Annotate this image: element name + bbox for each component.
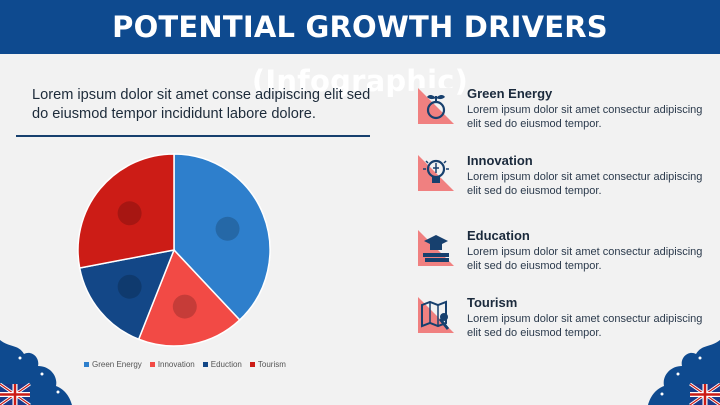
pie-slice-tourism	[77, 153, 175, 269]
flag-icon	[689, 382, 720, 405]
map-pin-icon	[117, 201, 142, 226]
legend-swatch	[149, 361, 155, 367]
chart-legend: Green Energy Innovation Eduction Tourism	[84, 357, 286, 371]
lightbulb-icon	[418, 155, 454, 191]
legend-swatch	[84, 361, 89, 367]
divider	[16, 135, 370, 137]
page-title: POTENTIAL GROWTH DRIVERS (Infographic)	[112, 10, 608, 98]
driver-title: Innovation	[467, 153, 533, 168]
legend-swatch	[249, 361, 255, 367]
driver-text: Lorem ipsum dolor sit amet consectur adi…	[467, 313, 703, 339]
graduation-cap-books-icon	[117, 274, 142, 299]
legend-swatch	[202, 361, 208, 367]
graduation-cap-books-icon	[418, 230, 454, 266]
legend-item-tourism: Tourism	[249, 359, 286, 369]
legend-label: Eduction	[210, 359, 242, 369]
legend-item-innovation: Innovation	[149, 359, 195, 369]
driver-innovation: Innovation Lorem ipsum dolor sit amet co…	[418, 153, 718, 203]
plant-globe-icon	[215, 216, 240, 241]
legend-label: Tourism	[257, 359, 286, 369]
map-pin-icon	[418, 297, 454, 333]
pie-chart	[77, 153, 271, 347]
legend-label: Innovation	[157, 359, 195, 369]
driver-green-energy: Green Energy Lorem ipsum dolor sit amet …	[418, 86, 718, 136]
driver-title: Tourism	[467, 295, 518, 310]
driver-title: Green Energy	[467, 86, 553, 101]
driver-tourism: Tourism Lorem ipsum dolor sit amet conse…	[418, 295, 718, 345]
pie-slice-innovation	[137, 248, 241, 347]
legend-item-green-energy: Green Energy	[84, 360, 142, 369]
header-bar	[0, 0, 720, 54]
pie-slice-green-energy	[173, 153, 271, 322]
lightbulb-icon	[172, 294, 197, 319]
driver-education: Education Lorem ipsum dolor sit amet con…	[418, 228, 718, 278]
legend-item-education: Eduction	[202, 359, 242, 369]
driver-text: Lorem ipsum dolor sit amet consectur adi…	[467, 171, 703, 197]
intro-text: Lorem ipsum dolor sit amet conse adipisc…	[32, 87, 371, 122]
corner-decoration-right	[648, 340, 720, 405]
corner-decoration-left	[0, 340, 72, 405]
driver-title: Education	[467, 228, 530, 243]
driver-text: Lorem ipsum dolor sit amet consectur adi…	[467, 246, 703, 272]
pie-slice-eduction	[78, 249, 176, 341]
flag-icon	[0, 382, 31, 405]
legend-label: Green Energy	[92, 359, 142, 369]
plant-globe-icon	[418, 88, 454, 124]
driver-text: Lorem ipsum dolor sit amet consectur adi…	[467, 104, 703, 130]
